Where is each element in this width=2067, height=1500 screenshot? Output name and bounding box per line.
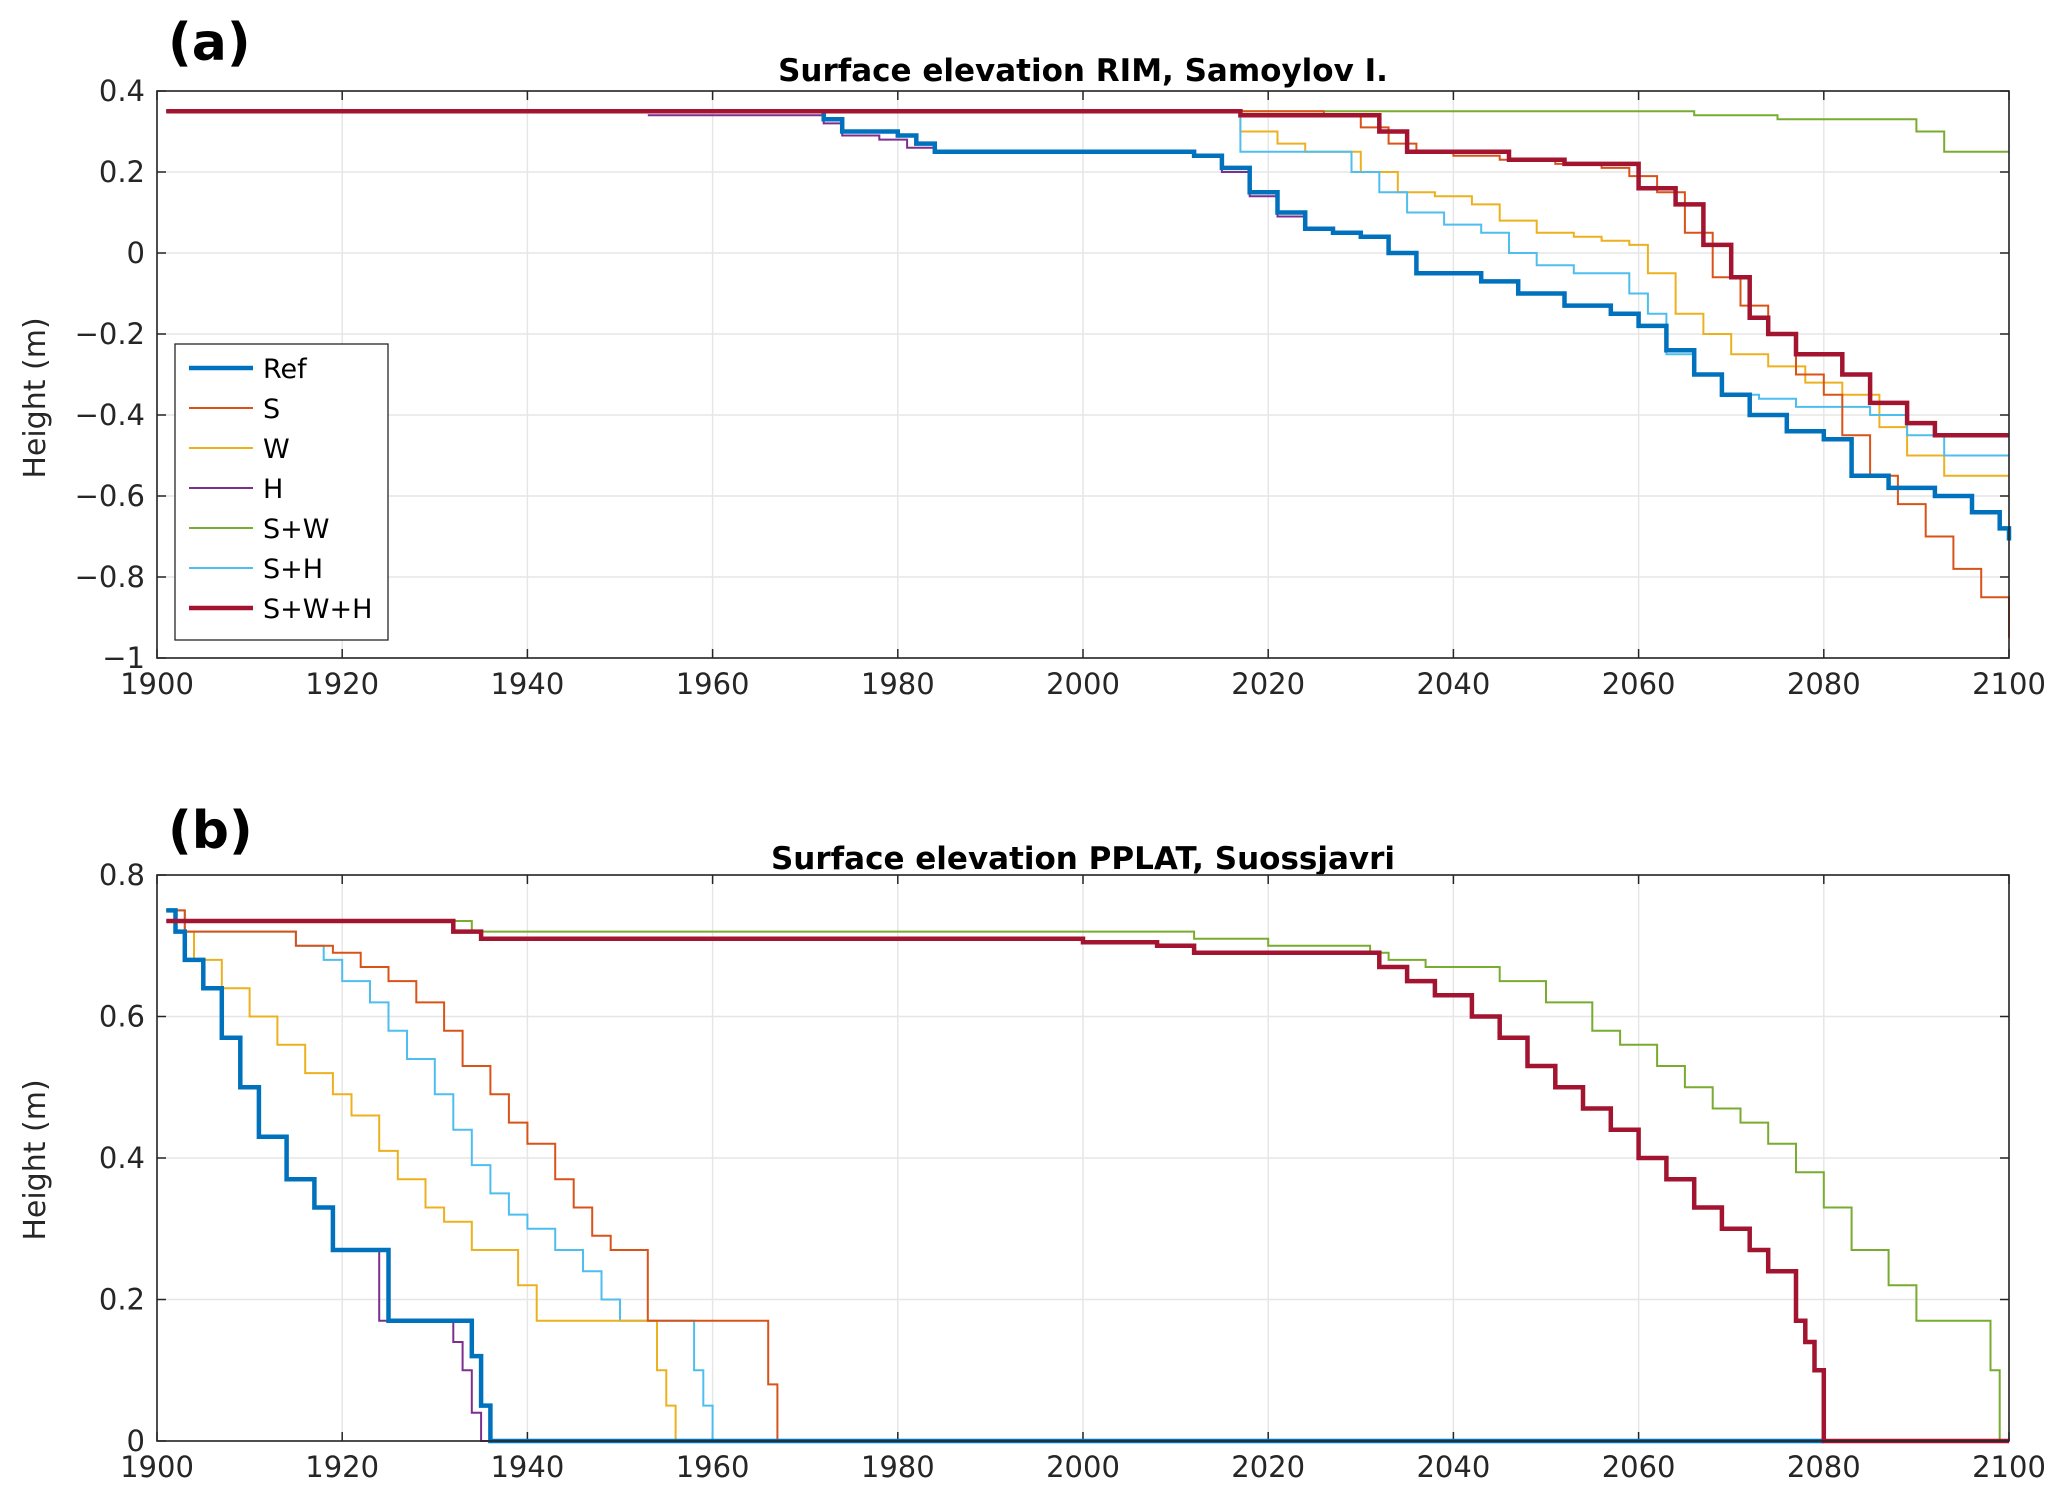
panel-b-series-s-w xyxy=(166,920,2001,1441)
panel-a-ytick-label: −0.8 xyxy=(75,560,145,594)
panel-b-xtick-label: 2060 xyxy=(1602,1450,1676,1484)
panel-a-series-s xyxy=(166,110,2010,638)
legend-entry-s: S xyxy=(263,394,280,425)
panel-a-ytick-label: −1 xyxy=(102,641,145,675)
panel-b-xtick-label: 2040 xyxy=(1416,1450,1490,1484)
panel-a-grid xyxy=(156,90,2010,659)
panel-a-xtick-label: 2040 xyxy=(1416,667,1490,701)
panel-b-xtick-label: 1960 xyxy=(676,1450,750,1484)
legend-entry-s-w: S+W xyxy=(263,514,329,545)
panel-a-xtick-label: 1920 xyxy=(305,667,379,701)
panel-a-ytick-label: −0.4 xyxy=(75,398,145,432)
panel-a-series-h xyxy=(647,114,2010,537)
panel-a-ytick-label: 0.2 xyxy=(99,155,145,189)
legend-entry-h: H xyxy=(263,474,283,505)
panel-b-xtick-label: 1980 xyxy=(861,1450,935,1484)
panel-b-series-s xyxy=(166,909,779,1441)
panel-a-series-s-w xyxy=(166,110,2009,153)
panel-b-ytick-label: 0 xyxy=(127,1424,145,1458)
panel-b-ytick-label: 0.4 xyxy=(99,1141,145,1175)
panel-b-ytick-label: 0.8 xyxy=(99,858,145,892)
panel-a-ytick-label: 0.4 xyxy=(99,74,145,108)
panel-a: (a) Surface elevation RIM, Samoylov I. H… xyxy=(18,13,2046,701)
panel-a-xtick-label: 2000 xyxy=(1046,667,1120,701)
panel-b-xtick-label: 2000 xyxy=(1046,1450,1120,1484)
legend: Ref SWH S+W S+H S+W+H xyxy=(174,343,389,641)
panel-a-ytick-label: −0.6 xyxy=(75,479,145,513)
panel-b-ytick-label: 0.6 xyxy=(99,1000,145,1034)
panel-b-series-s-h xyxy=(166,909,1824,1442)
panel-a-ytick-label: 0 xyxy=(127,236,145,270)
legend-entry-s-h: S+H xyxy=(263,554,323,585)
panel-a-xtick-label: 2060 xyxy=(1602,667,1676,701)
panel-b-xtick-label: 1940 xyxy=(490,1450,564,1484)
panel-a-title: Surface elevation RIM, Samoylov I. xyxy=(778,53,1388,89)
panel-b-xtick-label: 1900 xyxy=(120,1450,194,1484)
panel-b-xtick-label: 2080 xyxy=(1787,1450,1861,1484)
panel-a-series-s-h xyxy=(166,110,2009,457)
panel-b-series-w xyxy=(166,909,677,1441)
panel-a-ticks: 1900 1920 1940 1960 1980 2000 2020 2040 2060 2080… xyxy=(75,74,2046,701)
panel-a-ylabel: Height (m) xyxy=(18,317,53,478)
panel-a-xtick-label: 2080 xyxy=(1787,667,1861,701)
legend-entry-s-w-h: S+W+H xyxy=(263,594,372,625)
legend-box xyxy=(174,343,389,641)
panel-a-series-s-w-h xyxy=(166,108,2009,438)
panel-a-series xyxy=(166,108,2012,638)
panel-b-series-h xyxy=(166,909,713,1442)
panel-b-axes-box xyxy=(156,874,2010,1442)
panel-a-series-ref xyxy=(166,108,2012,541)
panel-b-xtick-label: 2100 xyxy=(1972,1450,2046,1484)
panel-b-label: (b) xyxy=(168,801,253,861)
legend-entry-w: W xyxy=(263,434,290,465)
panel-b-xtick-label: 1920 xyxy=(305,1450,379,1484)
panel-b-ylabel: Height (m) xyxy=(18,1079,53,1240)
panel-b-title: Surface elevation PPLAT, Suossjavri xyxy=(771,841,1395,877)
panel-a-axes-box xyxy=(156,90,2010,659)
panel-b-series-s-w-h xyxy=(166,918,2009,1444)
panel-a-xtick-label: 1980 xyxy=(861,667,935,701)
panel-a-xtick-label: 1940 xyxy=(490,667,564,701)
panel-b-series xyxy=(166,908,2009,1444)
panel-b-series-ref xyxy=(166,908,1824,1444)
panel-a-xtick-label: 2020 xyxy=(1231,667,1305,701)
panel-b: (b) Surface elevation PPLAT, Suossjavri … xyxy=(18,801,2046,1484)
panel-b-ticks: 1900 1920 1940 1960 1980 2000 2020 2040 2060 2080… xyxy=(99,858,2046,1484)
panel-b-grid xyxy=(156,874,2010,1442)
panel-b-ytick-label: 0.2 xyxy=(99,1283,145,1317)
panel-a-xtick-label: 2100 xyxy=(1972,667,2046,701)
legend-entry-ref: Ref xyxy=(263,354,308,385)
panel-a-label: (a) xyxy=(168,13,251,73)
panel-a-xtick-label: 1900 xyxy=(120,667,194,701)
panel-a-xtick-label: 1960 xyxy=(676,667,750,701)
panel-a-series-w xyxy=(166,110,2009,477)
panel-b-xtick-label: 2020 xyxy=(1231,1450,1305,1484)
panel-a-ytick-label: −0.2 xyxy=(75,317,145,351)
